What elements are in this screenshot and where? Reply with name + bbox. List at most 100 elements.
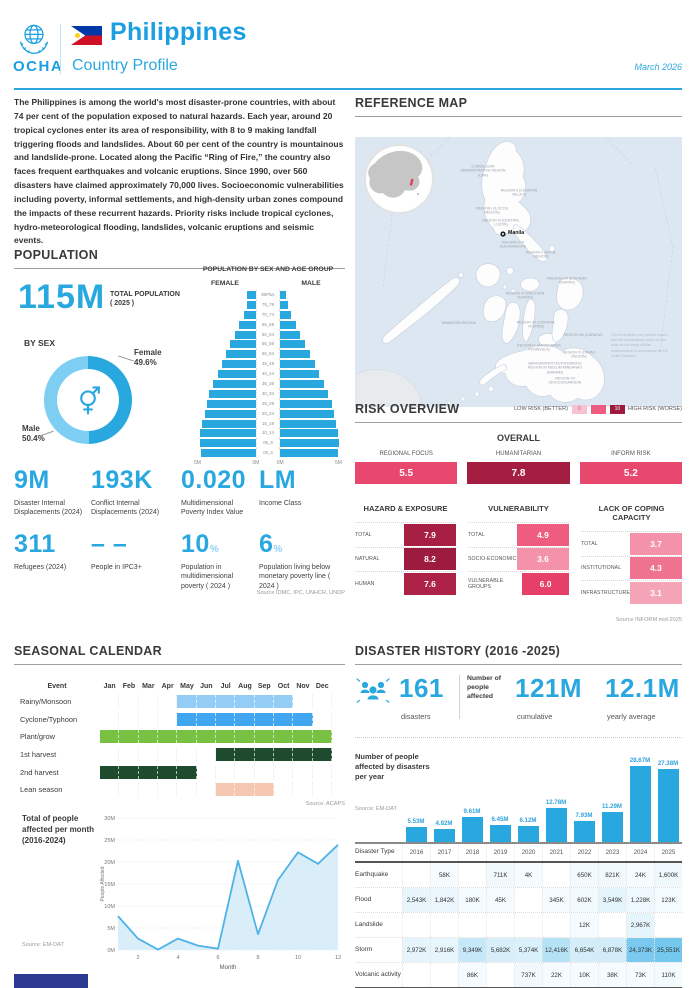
year-bar	[573, 821, 595, 842]
disaster-table-cell: 25,551K	[654, 938, 682, 962]
calendar-cell	[254, 783, 274, 797]
disaster-table-header-year: 2022	[570, 844, 598, 861]
calendar-cells	[100, 695, 332, 709]
by-sex-donut	[44, 356, 132, 444]
pyramid-male-cell	[280, 320, 342, 329]
disaster-table-cell: 4K	[514, 863, 542, 887]
disaster-table-row: Flood 2,543K 1,842K 180K 45K 345K 602K 3,549K 1,…	[355, 888, 682, 913]
calendar-cell	[293, 712, 313, 726]
pyramid-row: 55_59	[194, 339, 342, 350]
disaster-table-cell: 737K	[514, 963, 542, 987]
calendar-cell	[119, 712, 139, 726]
risk-overall-title: OVERALL	[496, 433, 540, 443]
calendar-cell	[312, 730, 332, 744]
year-bar-value-label: 4.82M	[435, 820, 453, 827]
pyramid-age-label: 65_69	[256, 319, 280, 330]
people-group-icon	[356, 678, 390, 703]
calendar-cell	[197, 783, 216, 797]
calendar-month-label: Sep	[257, 682, 271, 690]
svg-text:20M: 20M	[104, 860, 115, 866]
calendar-event-label: Rainy/Monsoon	[20, 697, 72, 707]
population-source: Source IDMC, IPC, UNHCR, UNDP	[256, 590, 345, 596]
disaster-table-cell: 711K	[486, 863, 514, 887]
disaster-table-header-type: Disaster Type	[355, 848, 395, 856]
calendar-cell	[273, 730, 294, 744]
disaster-table-cell	[402, 963, 430, 987]
svg-text:Month: Month	[220, 965, 237, 971]
pyramid-male-cell	[280, 360, 342, 369]
map-region-label: REGION III (CENTRAL LUZON)	[482, 218, 520, 227]
overall-inform-label: INFORM RISK	[611, 451, 651, 457]
risk-legend: LOW RISK (BETTER) 0 10 HIGH RISK (WORSE)	[514, 404, 682, 414]
history-section-title: DISASTER HISTORY (2016 -2025)	[355, 644, 682, 665]
pyramid-bar-male	[280, 429, 339, 438]
calendar-event-label: Plant/grow	[20, 732, 55, 742]
reference-map-section: REFERENCE MAP	[355, 96, 682, 407]
stat-ipc3: – – People in IPC3+	[91, 530, 142, 571]
pyramid-row: 40_44	[194, 369, 342, 380]
calendar-event-label: 1st harvest	[20, 750, 57, 760]
pyramid-bar-male	[280, 330, 301, 339]
disaster-table-cell: 6,878K	[598, 938, 626, 962]
calendar-cell	[177, 695, 197, 709]
year-bar-slot: 7.93M	[570, 812, 598, 842]
calendar-cell	[177, 730, 197, 744]
year-bar-slot: 6.12M	[514, 817, 542, 842]
page-title: Philippines	[110, 18, 247, 46]
population-stats-row-2: 311 Refugees (2024) – – People in IPC3+ …	[14, 530, 345, 591]
map-region-label: REGION VIII (EASTERN VISAYAS)	[547, 276, 587, 285]
pyramid-age-label: 80Plus	[256, 290, 280, 300]
by-sex-donut-hole	[57, 369, 119, 431]
calendar-cells	[100, 730, 332, 744]
risk-section-title: RISK OVERVIEW	[355, 402, 460, 416]
calendar-cell	[138, 765, 158, 779]
philippines-map-graphic	[355, 137, 674, 406]
calendar-cell	[254, 730, 274, 744]
yearly-average-value: 12.1M	[605, 673, 680, 703]
disaster-table-cell: 24,373K	[626, 938, 654, 962]
disaster-table-cell: 3,549K	[598, 888, 626, 912]
risk-overall-labels: REGIONAL FOCUS HUMANITARIAN INFORM RISK	[355, 451, 682, 462]
pyramid-row: 45_49	[194, 359, 342, 370]
calendar-month-label: Aug	[238, 682, 252, 690]
risk-row: SOCIO-ECONOMIC 3.6	[468, 546, 569, 572]
risk-row: TOTAL 7.9	[355, 522, 456, 547]
svg-text:4: 4	[176, 955, 179, 961]
year-bar-slot: 6.45M	[486, 816, 514, 842]
pyramid-bar-female	[247, 290, 256, 299]
calendar-month-label: Jul	[220, 682, 231, 690]
population-pyramid-rows: 80Plus 75_79 70_74 65_69 60_64 55_59 50_54 45_4…	[194, 290, 342, 459]
disaster-table-header-year: 2025	[654, 844, 682, 861]
calendar-row: 2nd harvest	[14, 763, 345, 781]
calendar-cell	[273, 695, 294, 709]
pyramid-female-cell	[194, 389, 256, 398]
calendar-cell	[100, 730, 120, 744]
intro-paragraph: The Philippines is among the world's mos…	[14, 97, 344, 246]
disaster-table-cell: 1,228K	[626, 888, 654, 912]
calendar-cell	[313, 783, 332, 797]
pyramid-male-cell	[280, 399, 342, 408]
disaster-table-header-year: 2024	[626, 844, 654, 861]
calendar-row: Rainy/Monsoon	[14, 693, 345, 711]
calendar-cell	[235, 695, 255, 709]
calendar-cell	[235, 748, 255, 762]
year-bar	[489, 825, 511, 842]
calendar-cell	[139, 783, 158, 797]
calendar-month-label: Oct	[277, 682, 290, 690]
pyramid-female-cell	[194, 290, 256, 299]
pyramid-bar-male	[280, 290, 286, 299]
svg-text:6: 6	[216, 955, 219, 961]
pyramid-row: 50_54	[194, 349, 342, 360]
pyramid-age-label: 60_64	[256, 329, 280, 340]
capital-label: Manila	[508, 230, 525, 236]
disaster-type-label: Earthquake	[355, 870, 389, 878]
disaster-table-cell: 58K	[430, 863, 458, 887]
calendar-month-header: Jan Feb Mar Apr May Jun Jul Aug Sep Oct Nov Dec	[100, 683, 332, 690]
pyramid-age-label: 25_29	[256, 398, 280, 409]
pyramid-male-cell	[280, 340, 342, 349]
map-region-label: REGION IX (ZAMBOANGA PENINSULA)	[517, 343, 561, 352]
calendar-cell	[138, 730, 158, 744]
calendar-cell	[255, 765, 274, 779]
risk-group-vulnerability: VULNERABILITY TOTAL 4.9 SOCIO-ECONOMIC 3.6…	[468, 504, 569, 605]
